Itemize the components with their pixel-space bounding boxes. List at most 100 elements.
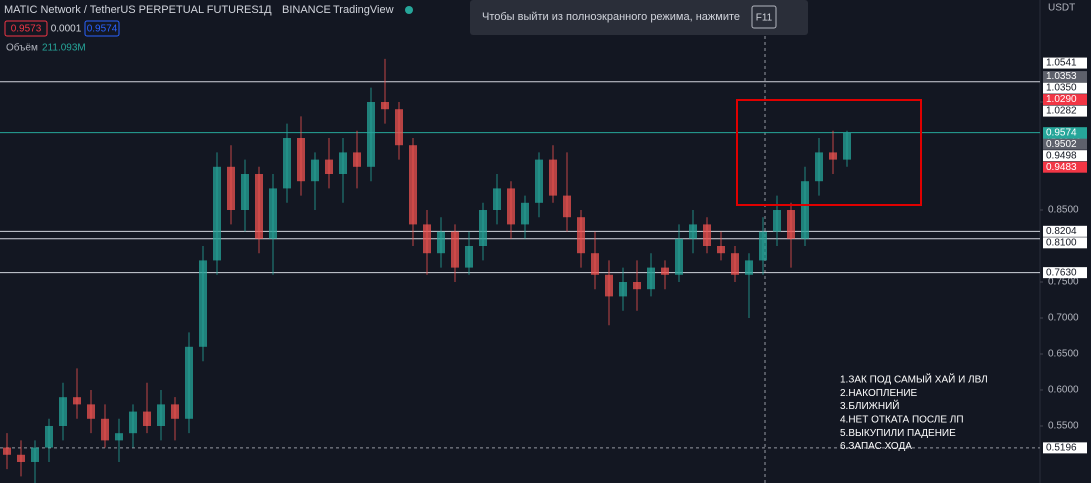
- volume-label: Объём: [6, 42, 38, 54]
- candle-body: [647, 267, 655, 290]
- candle-body: [703, 224, 711, 246]
- legend-value[interactable]: 0.9574: [87, 24, 118, 35]
- candle-body: [493, 188, 501, 211]
- price-label: 0.9498: [1046, 150, 1077, 161]
- candle-body: [87, 404, 95, 419]
- exchange: BINANCE: [282, 4, 331, 16]
- candle-body: [409, 145, 417, 225]
- note: 1.ЗАК ПОД САМЫЙ ХАЙ И ЛВЛ: [840, 373, 988, 386]
- note: 5.ВЫКУПИЛИ ПАДЕНИЕ: [840, 428, 956, 439]
- note: 3.БЛИЖНИЙ: [840, 399, 899, 412]
- candle-body: [185, 346, 193, 419]
- price-label: 0.5196: [1046, 443, 1077, 454]
- candle-body: [577, 217, 585, 254]
- price-label-bg: [1043, 442, 1087, 454]
- candle-body: [787, 210, 795, 239]
- candle-body: [227, 166, 235, 211]
- price-label-bg: [1043, 57, 1087, 69]
- candle-body: [381, 102, 389, 110]
- price-label-bg: [1043, 71, 1087, 83]
- candle-body: [3, 447, 11, 455]
- y-tick-label: 0.8500: [1048, 205, 1079, 216]
- candle-body: [241, 174, 249, 211]
- candle-body: [451, 231, 459, 268]
- candle-body: [283, 138, 291, 189]
- toast: [470, 0, 808, 35]
- price-label-bg: [1043, 138, 1087, 150]
- price-label: 1.0350: [1046, 83, 1077, 94]
- candle-body: [73, 397, 81, 405]
- candle-body: [521, 202, 529, 225]
- candle-body: [171, 404, 179, 419]
- candle-body: [815, 152, 823, 182]
- candle-body: [199, 260, 207, 347]
- candle-body: [339, 152, 347, 175]
- candle-body: [829, 152, 837, 160]
- candle-body: [479, 210, 487, 246]
- price-label: 0.7630: [1046, 267, 1077, 278]
- candle-body: [31, 447, 39, 462]
- candle-body: [115, 433, 123, 441]
- note: 2.НАКОПЛЕНИЕ: [840, 388, 918, 399]
- candle-body: [17, 454, 25, 462]
- candle-body: [619, 281, 627, 297]
- legend-box[interactable]: [84, 20, 120, 37]
- candle-body: [311, 159, 319, 182]
- price-label-bg: [1043, 94, 1087, 106]
- price-label: 1.0541: [1046, 58, 1077, 69]
- candle-body: [633, 281, 641, 290]
- candle-body: [759, 231, 767, 261]
- candle-body: [59, 397, 67, 426]
- candle-body: [801, 181, 809, 239]
- candle-body: [843, 132, 851, 160]
- price-label: 0.9502: [1046, 139, 1077, 150]
- price-label-bg: [1043, 267, 1087, 279]
- candle-body: [745, 260, 753, 275]
- note: 6.ЗАПАС ХОДА: [840, 441, 912, 452]
- price-label: 0.9483: [1046, 162, 1077, 173]
- candle-body: [731, 253, 739, 275]
- toast-text: Чтобы выйти из полноэкранного режима, на…: [482, 11, 740, 23]
- candle-body: [507, 188, 515, 225]
- candle-body: [535, 159, 543, 203]
- y-tick-label: 0.7500: [1048, 277, 1079, 288]
- y-tick-label: 0.5500: [1048, 421, 1079, 432]
- price-label: 1.0282: [1046, 106, 1077, 117]
- candle-body: [605, 274, 613, 297]
- candle-body: [353, 152, 361, 167]
- volume-value: 211.093M: [42, 43, 86, 54]
- candle-body: [143, 411, 151, 426]
- candle-body: [661, 267, 669, 275]
- legend-box[interactable]: [4, 20, 48, 37]
- interval: 1Д: [258, 4, 272, 16]
- candle-body: [129, 411, 137, 434]
- currency[interactable]: USDT: [1048, 3, 1075, 14]
- candle-body: [157, 404, 165, 426]
- price-label-bg: [1043, 82, 1087, 94]
- legend-value[interactable]: 0.9573: [11, 24, 42, 35]
- price-label-bg: [1043, 161, 1087, 173]
- price-label: 0.8100: [1046, 237, 1077, 248]
- candle-body: [255, 174, 263, 239]
- y-tick-label: 0.6000: [1048, 385, 1079, 396]
- price-label: 0.9574: [1046, 127, 1077, 138]
- highlight-box: [736, 99, 922, 206]
- candle-body: [395, 109, 403, 146]
- key-box: [751, 5, 777, 29]
- candle-body: [101, 418, 109, 441]
- price-label: 1.0353: [1046, 71, 1077, 82]
- source: TradingView: [333, 4, 394, 16]
- candle-body: [717, 245, 725, 254]
- candle-body: [437, 231, 445, 254]
- candle-body: [297, 138, 305, 182]
- key: F11: [756, 13, 773, 24]
- candle-body: [325, 159, 333, 175]
- candle-body: [563, 195, 571, 218]
- price-label-bg: [1043, 225, 1087, 237]
- candle-body: [549, 159, 557, 196]
- candle-body: [45, 425, 53, 448]
- legend-value: 0.0001: [51, 24, 82, 35]
- candle-body: [423, 224, 431, 254]
